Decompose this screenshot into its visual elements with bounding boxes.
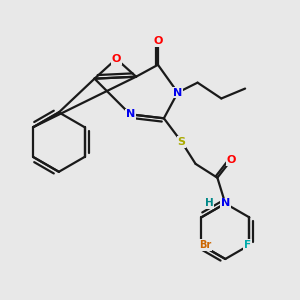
Text: S: S <box>178 137 186 147</box>
Text: N: N <box>173 88 182 98</box>
Text: O: O <box>153 36 163 46</box>
Text: O: O <box>226 155 236 165</box>
Text: N: N <box>221 199 230 208</box>
Text: N: N <box>126 109 135 119</box>
Text: O: O <box>112 54 121 64</box>
Text: Br: Br <box>199 240 212 250</box>
Text: H: H <box>205 199 214 208</box>
Text: F: F <box>244 240 251 250</box>
